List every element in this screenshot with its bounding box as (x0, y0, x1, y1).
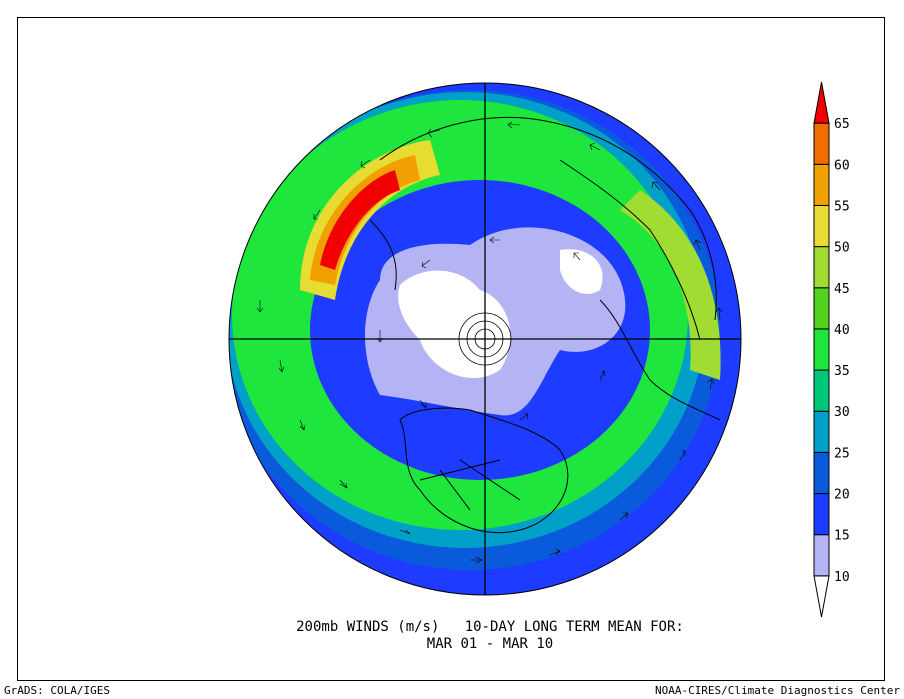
colorbar-tick-label: 15 (834, 529, 850, 544)
colorbar-swatch (813, 410, 830, 453)
title-line-2: MAR 01 - MAR 10 (426, 636, 554, 652)
jet-right-yellow-green (620, 190, 721, 380)
colorbar-swatch (813, 534, 830, 577)
colorbar-tick-label: 45 (834, 282, 850, 297)
colorbar-tick-label: 55 (834, 199, 850, 214)
colorbar-tick-label: 10 (834, 570, 850, 585)
colorbar-tick-label: 25 (834, 446, 850, 461)
colorbar-swatch (813, 204, 830, 248)
footer-credit-left: GrADS: COLA/IGES (4, 684, 110, 697)
colorbar-tick-label: 35 (834, 364, 850, 379)
wind-speed-fill-10 (398, 270, 511, 379)
colorbar-swatch (813, 122, 830, 165)
wind-vectors (256, 121, 723, 564)
colorbar-swatch (813, 163, 830, 206)
colorbar-swatch (813, 575, 830, 618)
colorbar-tick-label: 65 (834, 117, 850, 132)
colorbar-swatch (813, 246, 830, 289)
colorbar-swatch (813, 81, 830, 124)
colorbar-swatch (813, 493, 830, 536)
plot-frame (17, 17, 885, 681)
colorbar-tick-label: 40 (834, 323, 850, 338)
colorbar-tick-label: 30 (834, 405, 850, 420)
colorbar-swatch (813, 287, 830, 330)
colorbar-swatch (813, 328, 830, 371)
title-line-1: 200mb WINDS (m/s) 10-DAY LONG TERM MEAN … (296, 619, 684, 635)
colorbar-swatch (813, 369, 830, 412)
colorbar-tick-label: 50 (834, 241, 850, 256)
footer-credit-right: NOAA-CIRES/Climate Diagnostics Center (654, 684, 900, 697)
colorbar-tick-label: 20 (834, 488, 850, 503)
wind-speed-fill-10-b (560, 249, 603, 294)
jet-core-red (320, 170, 400, 270)
coastlines (369, 116, 721, 534)
plot-title: 200mb WINDS (m/s) 10-DAY LONG TERM MEAN … (230, 619, 750, 653)
colorbar-tick-label: 60 (834, 158, 850, 173)
colorbar-swatch (813, 451, 830, 495)
